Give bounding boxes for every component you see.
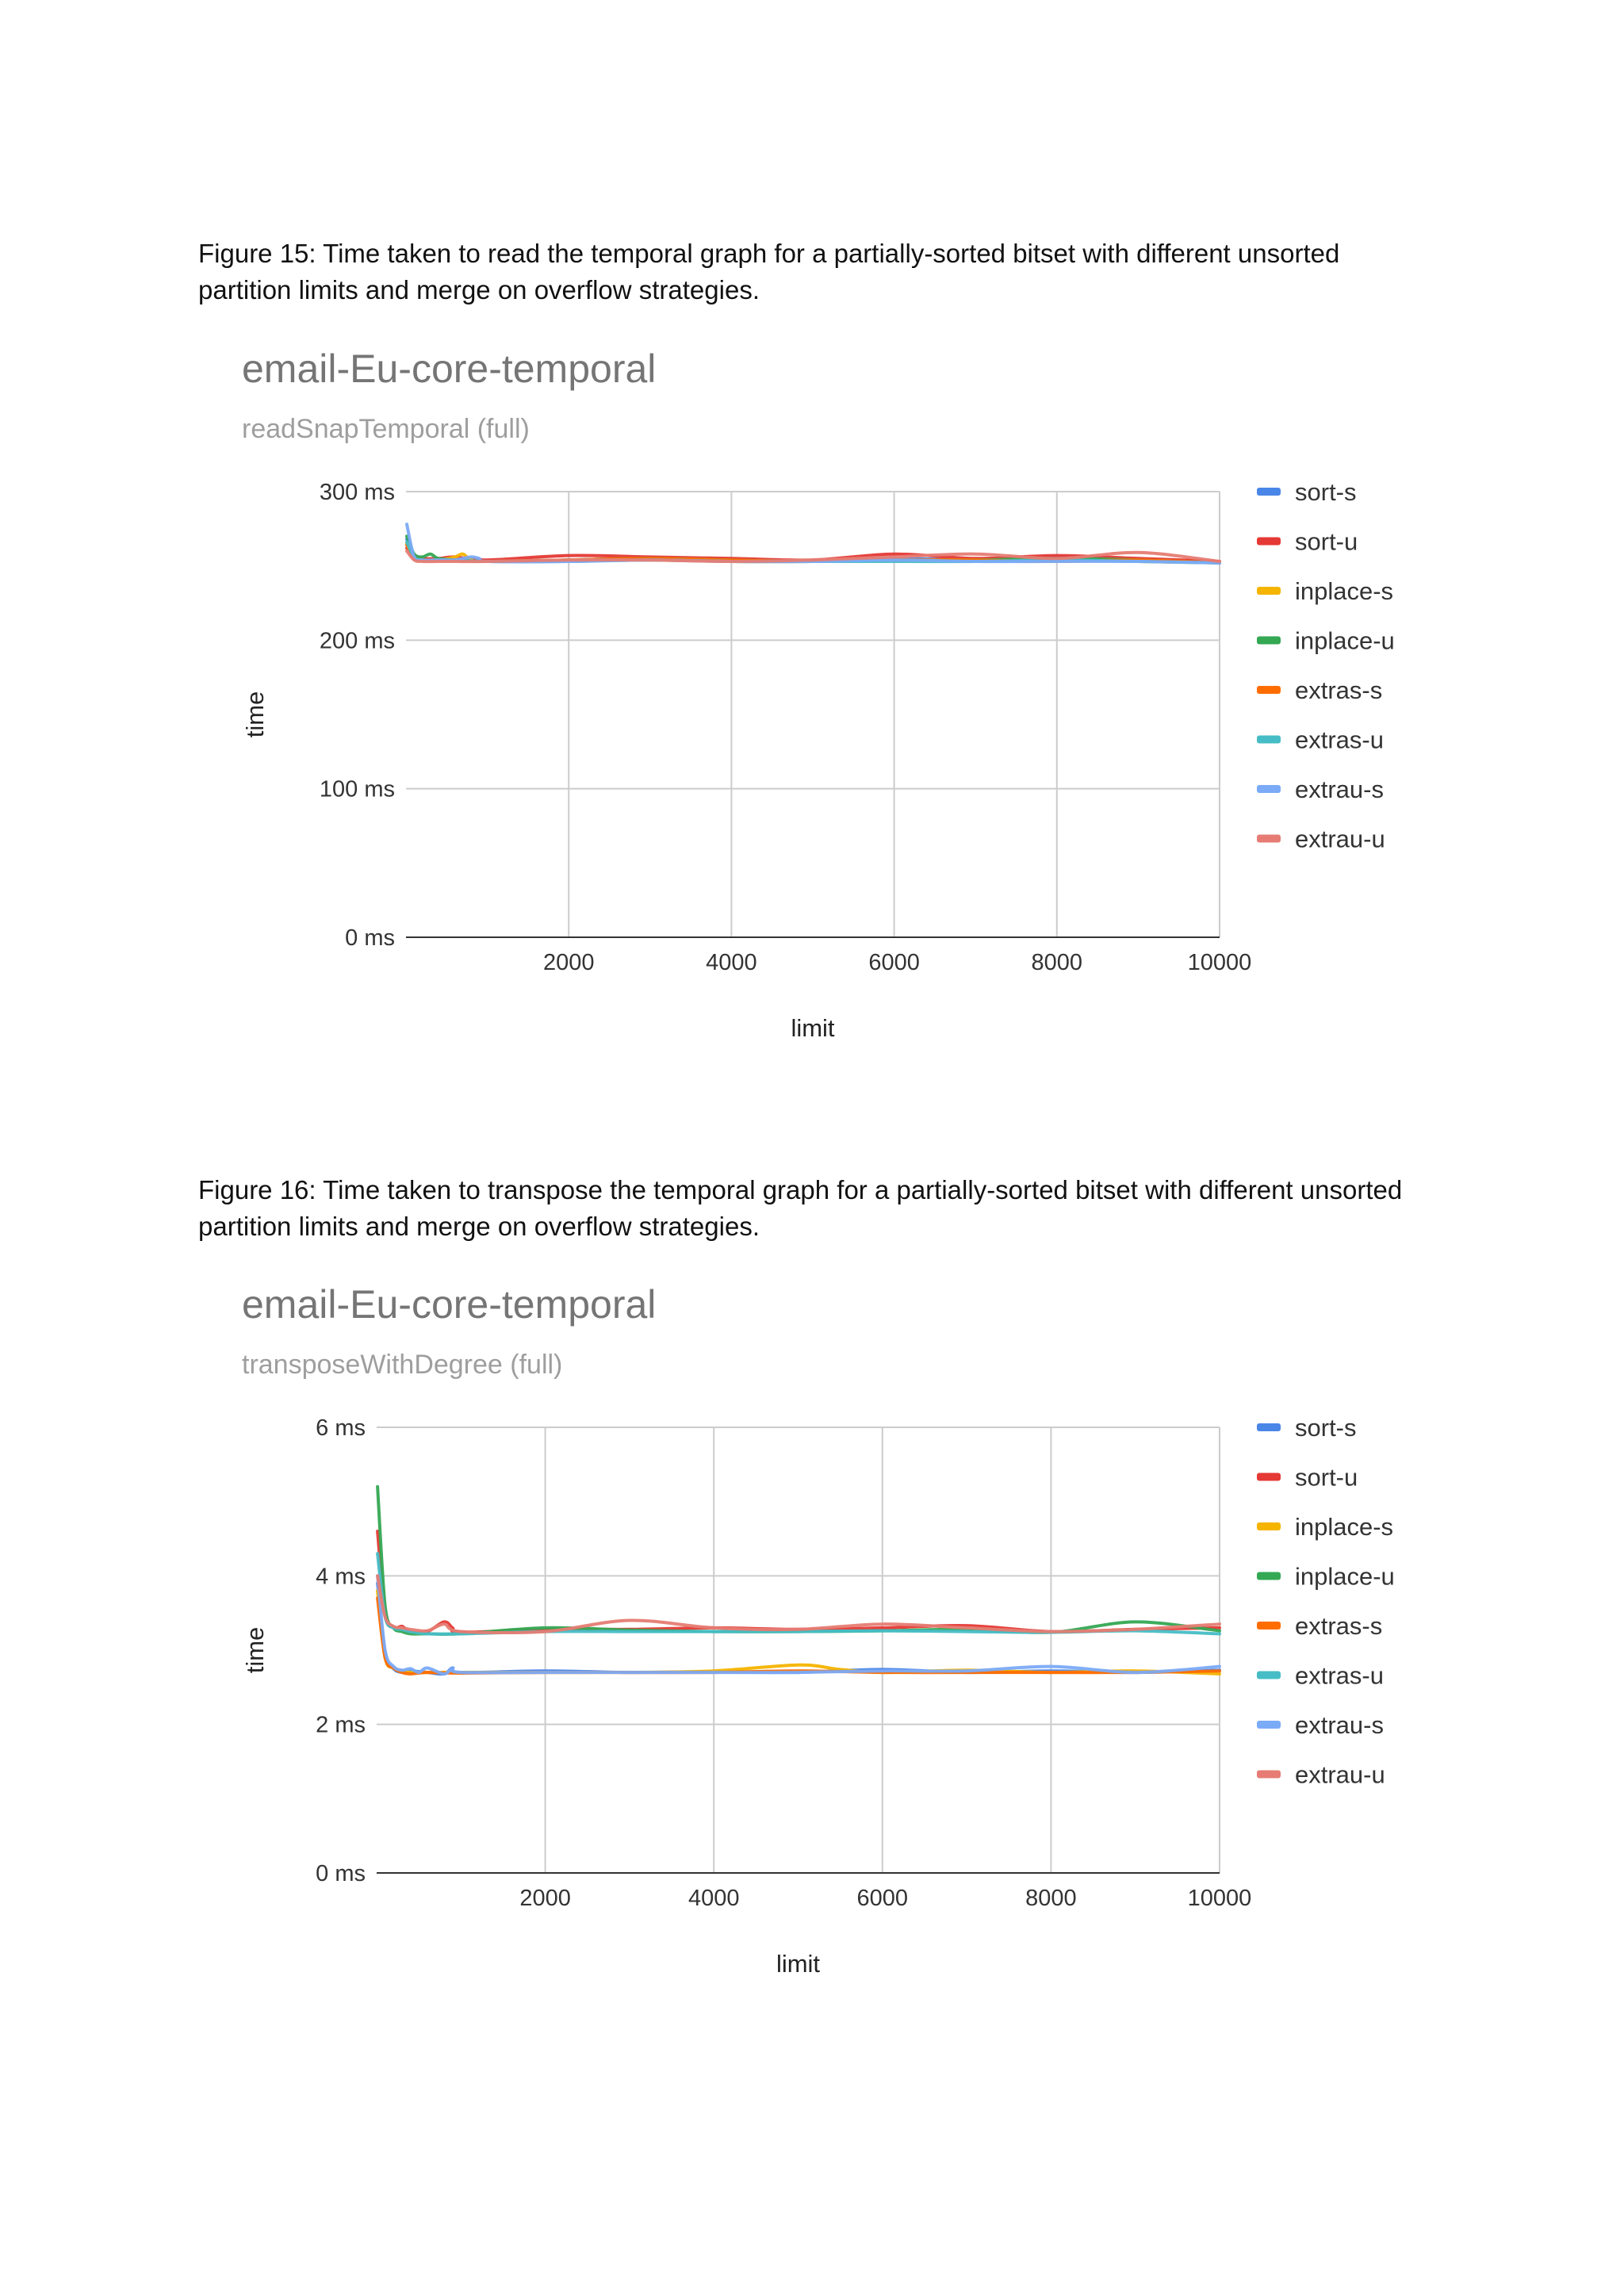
x-tick-label: 2000 <box>519 1886 571 1911</box>
legend-swatch-extras-s <box>1257 1622 1281 1630</box>
chart-subtitle: readSnapTemporal (full) <box>242 414 530 444</box>
series-line-extras-u <box>376 1552 1221 1636</box>
legend-label: extras-u <box>1295 726 1384 754</box>
legend-swatch-extras-s <box>1257 686 1281 694</box>
legend-swatch-inplace-s <box>1257 587 1281 595</box>
legend-swatch-extrau-u <box>1257 1770 1281 1779</box>
x-tick-label: 2000 <box>543 950 595 975</box>
legend-swatch-sort-u <box>1257 1473 1281 1481</box>
series-line-extrau-s <box>376 1574 1221 1676</box>
legend-swatch-extras-u <box>1257 1671 1281 1679</box>
legend-label: inplace-u <box>1295 1563 1395 1591</box>
figure-16-caption: Figure 16: Time taken to transpose the t… <box>198 1175 1403 1241</box>
legend-label: inplace-s <box>1295 1513 1393 1541</box>
x-tick-label: 10000 <box>1188 950 1252 975</box>
chart-transpose-with-degree: email-Eu-core-temporal transposeWithDegre… <box>198 1277 1467 1990</box>
legend-swatch-extrau-s <box>1257 785 1281 793</box>
legend-label: sort-u <box>1295 528 1358 556</box>
chart-title: email-Eu-core-temporal <box>242 347 656 391</box>
y-axis-label: time <box>241 1627 269 1674</box>
legend-swatch-extrau-u <box>1257 834 1281 843</box>
legend-label: extrau-u <box>1295 1761 1385 1789</box>
x-tick-label: 4000 <box>706 950 757 975</box>
legend-label: inplace-s <box>1295 577 1393 605</box>
y-axis-label: time <box>241 691 269 738</box>
line-chart-1: email-Eu-core-temporal readSnapTemporal (… <box>241 347 1395 1042</box>
y-tick-label: 300 ms <box>320 480 395 505</box>
legend-label: extras-s <box>1295 1612 1382 1640</box>
chart-title: email-Eu-core-temporal <box>242 1282 656 1327</box>
legend-swatch-sort-s <box>1257 1423 1281 1431</box>
x-axis-label: limit <box>791 1014 834 1042</box>
legend-label: inplace-u <box>1295 627 1395 655</box>
legend-swatch-inplace-u <box>1257 1572 1281 1580</box>
legend-label: sort-u <box>1295 1464 1358 1492</box>
legend-label: extrau-s <box>1295 776 1384 803</box>
y-tick-label: 4 ms <box>316 1564 366 1589</box>
y-tick-label: 2 ms <box>316 1713 366 1738</box>
y-tick-label: 100 ms <box>320 777 395 802</box>
legend-label: sort-s <box>1295 1414 1357 1442</box>
series-line-sort-u <box>376 1530 1221 1634</box>
x-axis-label: limit <box>776 1950 820 1978</box>
legend-swatch-extras-u <box>1257 735 1281 744</box>
y-tick-label: 6 ms <box>316 1415 366 1441</box>
legend-swatch-extrau-s <box>1257 1721 1281 1729</box>
series-line-extrau-u <box>376 1574 1221 1635</box>
x-tick-label: 6000 <box>868 950 920 975</box>
y-tick-label: 0 ms <box>345 925 395 951</box>
legend-label: extrau-s <box>1295 1711 1384 1739</box>
series-line-extrau-u <box>405 549 1221 564</box>
y-tick-label: 0 ms <box>316 1861 366 1886</box>
line-chart-2: email-Eu-core-temporal transposeWithDegre… <box>241 1282 1395 1978</box>
legend-label: sort-s <box>1295 478 1357 506</box>
legend-label: extrau-u <box>1295 825 1385 853</box>
x-tick-label: 4000 <box>688 1886 740 1911</box>
x-tick-label: 8000 <box>1025 1886 1077 1911</box>
legend-label: extras-u <box>1295 1662 1384 1690</box>
x-tick-label: 10000 <box>1188 1886 1252 1911</box>
chart-read-snap-temporal: email-Eu-core-temporal readSnapTemporal (… <box>198 341 1467 1055</box>
legend-swatch-inplace-u <box>1257 636 1281 645</box>
x-tick-label: 6000 <box>857 1886 909 1911</box>
legend-label: extras-s <box>1295 676 1382 704</box>
y-tick-label: 200 ms <box>320 628 395 653</box>
series-line-inplace-u <box>376 1484 1221 1636</box>
legend-swatch-inplace-s <box>1257 1522 1281 1530</box>
series-line-extras-s <box>376 1596 1221 1676</box>
figure-15-caption: Figure 15: Time taken to read the tempor… <box>198 239 1340 304</box>
chart-subtitle: transposeWithDegree (full) <box>242 1350 562 1380</box>
x-tick-label: 8000 <box>1032 950 1083 975</box>
legend-swatch-sort-s <box>1257 488 1281 496</box>
legend-swatch-sort-u <box>1257 537 1281 546</box>
